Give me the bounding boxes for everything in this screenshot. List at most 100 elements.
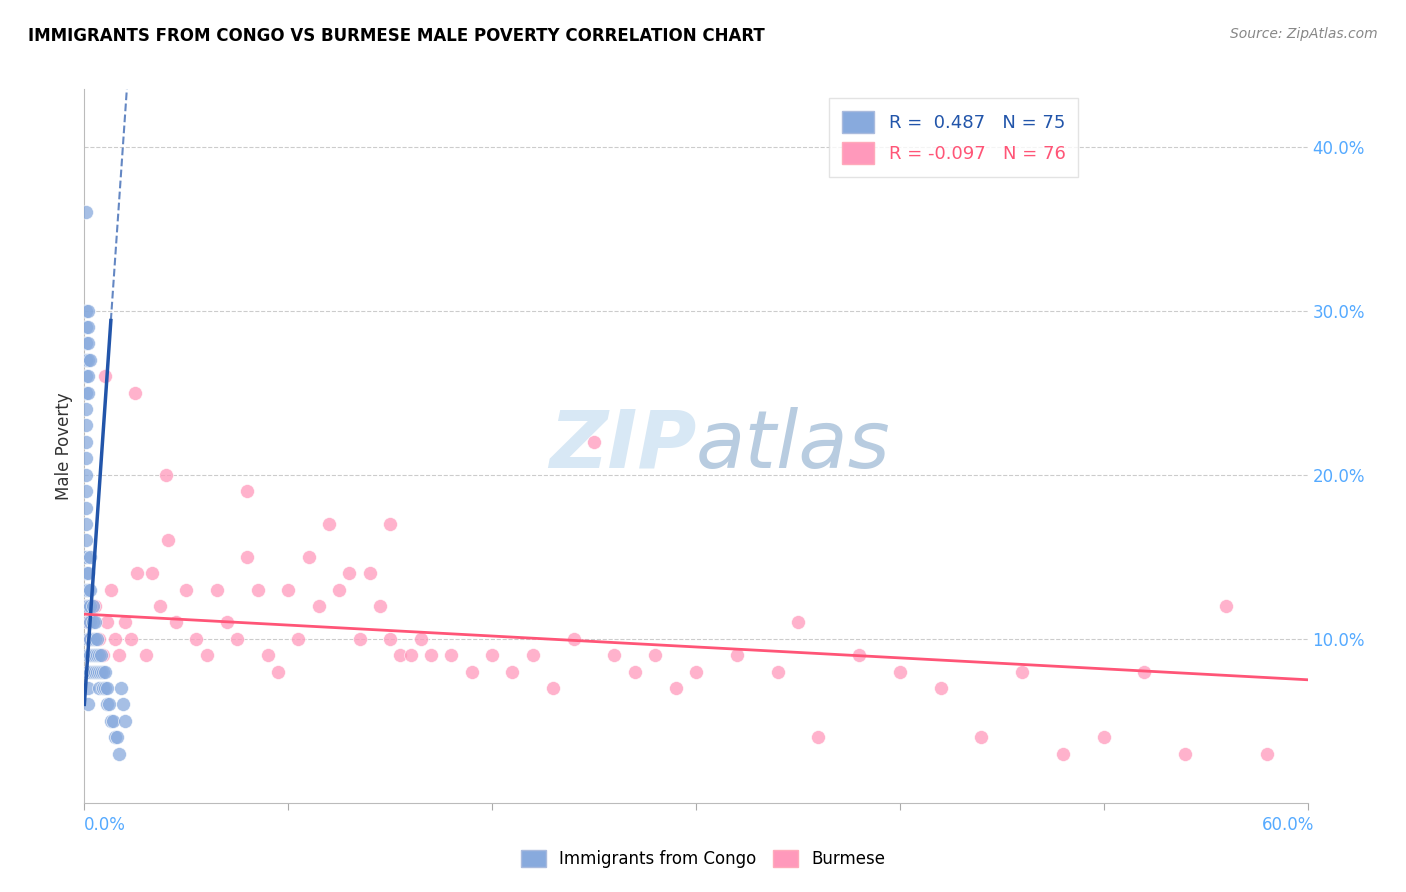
Legend: R =  0.487   N = 75, R = -0.097   N = 76: R = 0.487 N = 75, R = -0.097 N = 76 [830, 98, 1078, 177]
Point [114, 615, 136, 630]
Point [217, 615, 239, 630]
Point [205, 582, 228, 597]
Point [79, 549, 101, 564]
Point [77, 681, 100, 695]
Point [79, 352, 101, 367]
Point [86, 648, 108, 662]
Point [77, 615, 100, 630]
Point [75, 385, 97, 400]
Point [83, 615, 105, 630]
Point [83, 648, 105, 662]
Point [79, 632, 101, 646]
Point [287, 632, 309, 646]
Point [104, 632, 127, 646]
Point [77, 566, 100, 581]
Point [83, 632, 105, 646]
Point [101, 714, 124, 728]
Text: atlas: atlas [696, 407, 891, 485]
Point [929, 681, 952, 695]
Point [75, 599, 97, 613]
Point [108, 648, 131, 662]
Point [82, 599, 104, 613]
Point [308, 599, 330, 613]
Point [267, 665, 290, 679]
Point [124, 385, 146, 400]
Point [603, 648, 626, 662]
Point [77, 632, 100, 646]
Point [409, 632, 432, 646]
Point [108, 747, 131, 761]
Point [75, 369, 97, 384]
Point [100, 582, 122, 597]
Point [644, 648, 666, 662]
Point [82, 615, 104, 630]
Point [75, 320, 97, 334]
Point [77, 698, 100, 712]
Point [562, 632, 585, 646]
Point [236, 484, 259, 499]
Point [127, 566, 149, 581]
Point [75, 516, 97, 531]
Point [1174, 747, 1197, 761]
Point [93, 681, 117, 695]
Point [141, 566, 163, 581]
Point [86, 632, 108, 646]
Point [1052, 747, 1074, 761]
Point [105, 730, 128, 744]
Point [440, 648, 463, 662]
Point [970, 730, 993, 744]
Point [77, 582, 100, 597]
Point [93, 369, 117, 384]
Point [75, 303, 97, 318]
Point [848, 648, 870, 662]
Point [75, 402, 97, 417]
Point [236, 549, 259, 564]
Text: 0.0%: 0.0% [84, 816, 127, 834]
Point [120, 632, 142, 646]
Point [787, 615, 810, 630]
Point [79, 615, 101, 630]
Point [195, 648, 218, 662]
Y-axis label: Male Poverty: Male Poverty [55, 392, 73, 500]
Point [79, 582, 101, 597]
Point [75, 484, 97, 499]
Point [1215, 599, 1237, 613]
Point [93, 665, 117, 679]
Point [82, 665, 104, 679]
Point [79, 665, 101, 679]
Text: ZIP: ZIP [548, 407, 696, 485]
Point [807, 730, 830, 744]
Text: 60.0%: 60.0% [1263, 816, 1315, 834]
Point [87, 681, 110, 695]
Point [380, 516, 402, 531]
Point [889, 665, 911, 679]
Point [318, 516, 340, 531]
Point [725, 648, 748, 662]
Point [77, 369, 100, 384]
Point [91, 648, 114, 662]
Point [380, 632, 402, 646]
Point [77, 648, 100, 662]
Point [87, 632, 110, 646]
Point [96, 681, 118, 695]
Point [1011, 665, 1033, 679]
Point [114, 714, 136, 728]
Point [1133, 665, 1156, 679]
Legend: Immigrants from Congo, Burmese: Immigrants from Congo, Burmese [515, 843, 891, 875]
Point [75, 336, 97, 351]
Point [246, 582, 269, 597]
Point [583, 434, 606, 449]
Point [257, 648, 280, 662]
Point [481, 648, 503, 662]
Point [685, 665, 707, 679]
Point [77, 615, 100, 630]
Point [91, 665, 114, 679]
Point [75, 566, 97, 581]
Point [75, 549, 97, 564]
Point [399, 648, 422, 662]
Point [112, 698, 135, 712]
Point [91, 681, 114, 695]
Point [75, 352, 97, 367]
Point [77, 352, 100, 367]
Point [135, 648, 157, 662]
